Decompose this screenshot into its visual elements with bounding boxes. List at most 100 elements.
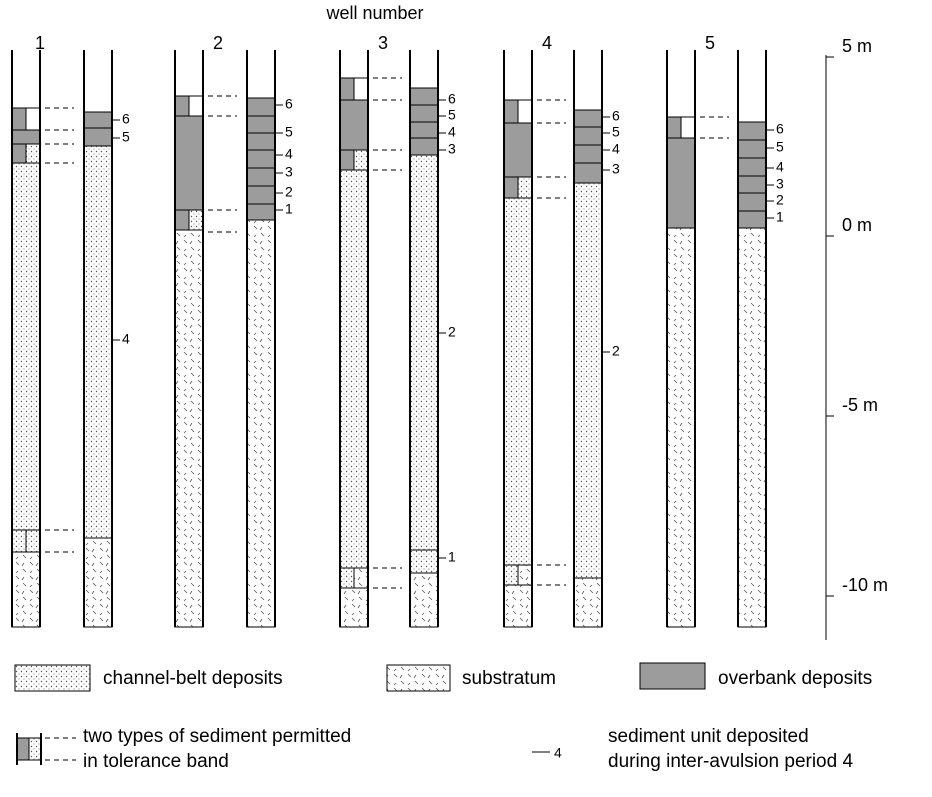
layer bbox=[339, 77, 355, 101]
layer bbox=[573, 577, 603, 628]
layer bbox=[353, 567, 369, 589]
layer bbox=[25, 107, 41, 131]
legend-text: channel-belt deposits bbox=[103, 668, 283, 689]
unit-label: 3 bbox=[612, 161, 620, 177]
layer bbox=[573, 109, 603, 184]
layer bbox=[174, 115, 204, 211]
legend-text: two types of sediment permitted bbox=[83, 726, 351, 747]
layer bbox=[737, 121, 767, 229]
unit-label: 5 bbox=[448, 107, 456, 123]
layer bbox=[517, 176, 533, 199]
layer bbox=[339, 567, 355, 589]
layer bbox=[174, 95, 190, 117]
layer bbox=[11, 143, 27, 164]
unit-label: 4 bbox=[122, 331, 130, 347]
layer bbox=[666, 137, 696, 229]
depth-label: -10 m bbox=[842, 575, 888, 595]
layer bbox=[188, 209, 204, 231]
unit-label: 5 bbox=[776, 139, 784, 155]
unit-label: 3 bbox=[776, 176, 784, 192]
legend-swatch bbox=[14, 664, 91, 692]
layer bbox=[503, 99, 519, 124]
unit-label: 3 bbox=[448, 141, 456, 157]
unit-label: 5 bbox=[612, 124, 620, 140]
legend-text: overbank deposits bbox=[718, 668, 872, 689]
layer bbox=[666, 227, 696, 628]
unit-label: 2 bbox=[612, 343, 620, 359]
legend-icon bbox=[16, 737, 30, 761]
layer bbox=[11, 529, 27, 553]
legend-text: sediment unit deposited bbox=[608, 726, 809, 747]
layer bbox=[503, 176, 519, 199]
well-number: 2 bbox=[213, 33, 223, 53]
depth-label: -5 m bbox=[842, 395, 878, 415]
depth-label: 0 m bbox=[842, 215, 872, 235]
legend-icon bbox=[28, 737, 42, 761]
layer bbox=[339, 149, 355, 171]
depth-label: 5 m bbox=[842, 36, 872, 56]
unit-label: 5 bbox=[122, 129, 130, 145]
unit-label: 4 bbox=[448, 124, 456, 140]
layer bbox=[83, 111, 113, 147]
legend-swatch bbox=[386, 664, 451, 692]
unit-label: 6 bbox=[122, 111, 130, 127]
layer bbox=[353, 149, 369, 171]
layer bbox=[246, 97, 276, 221]
layer bbox=[339, 99, 369, 151]
layer bbox=[25, 143, 41, 164]
layer bbox=[11, 551, 41, 628]
unit-label: 2 bbox=[285, 184, 293, 200]
layer bbox=[11, 129, 41, 145]
layer bbox=[11, 162, 41, 531]
legend-text: substratum bbox=[462, 668, 556, 689]
layer bbox=[339, 587, 369, 628]
unit-label: 6 bbox=[776, 121, 784, 137]
unit-label: 6 bbox=[448, 91, 456, 107]
layer bbox=[503, 122, 533, 178]
unit-label: 1 bbox=[448, 549, 456, 565]
layer bbox=[737, 227, 767, 628]
layer bbox=[517, 564, 533, 586]
layer bbox=[174, 209, 190, 231]
legend-text: in tolerance band bbox=[83, 751, 229, 772]
layer bbox=[339, 169, 369, 569]
layer bbox=[573, 182, 603, 579]
layer bbox=[409, 154, 439, 551]
legend-text: during inter-avulsion period 4 bbox=[608, 751, 853, 772]
layer bbox=[188, 95, 204, 117]
layer bbox=[25, 529, 41, 553]
well-number: 4 bbox=[542, 33, 552, 53]
unit-label: 4 bbox=[776, 159, 784, 175]
layer bbox=[503, 197, 533, 566]
unit-label: 6 bbox=[285, 96, 293, 112]
layer bbox=[409, 549, 439, 574]
layer bbox=[246, 219, 276, 628]
layer bbox=[11, 107, 27, 131]
layer bbox=[83, 145, 113, 539]
unit-label: 4 bbox=[612, 141, 620, 157]
unit-label: 4 bbox=[285, 146, 293, 162]
unit-label: 1 bbox=[285, 201, 293, 217]
unit-label: 5 bbox=[285, 124, 293, 140]
layer bbox=[517, 99, 533, 124]
unit-label: 2 bbox=[776, 192, 784, 208]
layer bbox=[666, 116, 682, 139]
layer bbox=[83, 537, 113, 628]
layer bbox=[409, 572, 439, 628]
unit-label: 3 bbox=[285, 164, 293, 180]
layer bbox=[174, 229, 204, 628]
layer bbox=[353, 77, 369, 101]
legend-text: 4 bbox=[554, 745, 562, 761]
title: well number bbox=[325, 3, 423, 23]
well-number: 5 bbox=[705, 33, 715, 53]
legend-swatch bbox=[639, 662, 706, 690]
layer bbox=[680, 116, 696, 139]
unit-label: 1 bbox=[776, 209, 784, 225]
well-number: 3 bbox=[378, 33, 388, 53]
unit-label: 2 bbox=[448, 324, 456, 340]
layer bbox=[503, 564, 519, 586]
layer bbox=[503, 584, 533, 628]
well-number: 1 bbox=[35, 33, 45, 53]
unit-label: 6 bbox=[612, 108, 620, 124]
